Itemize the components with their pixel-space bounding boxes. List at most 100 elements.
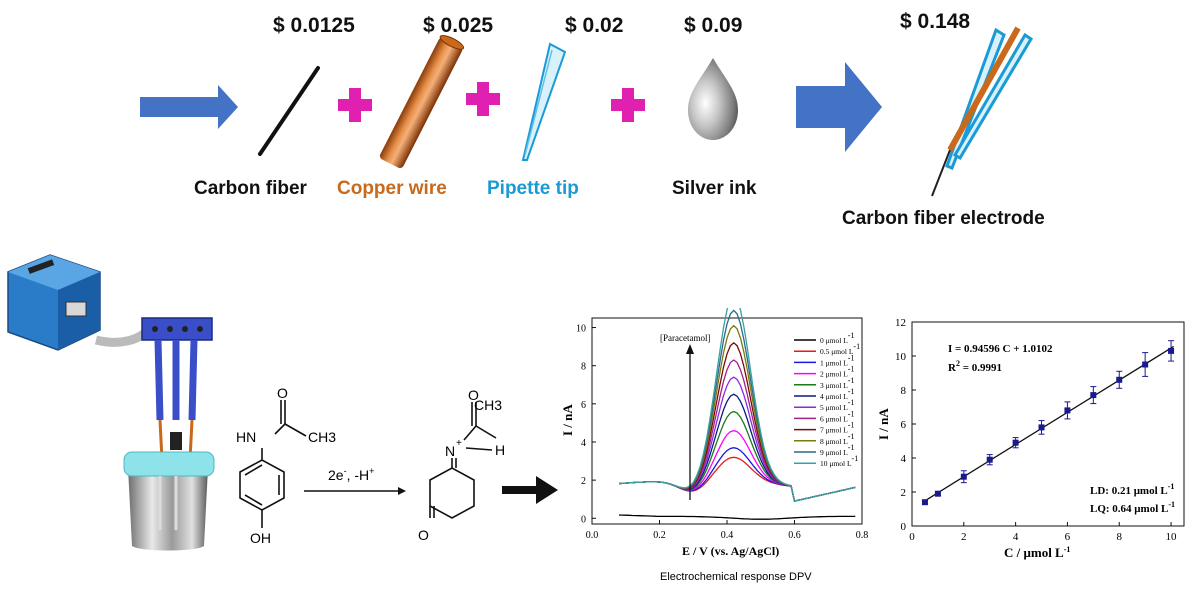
cal-data-point [1116,376,1123,383]
dpv-xtick-label: 0.8 [856,530,869,541]
cal-ytick-label: 12 [895,317,906,329]
cal-lq: LQ: 0.64 μmol L-1 [1090,500,1175,515]
plus-icon [611,88,645,122]
cal-ld: LD: 0.21 μmol L-1 [1090,482,1174,497]
product-ring-o: O [418,527,429,543]
carbon-fiber-electrode-icon [931,26,1034,197]
dpv-annotation: [Paracetamol] [660,333,710,343]
dpv-legend-label: 1 μmol L-1 [820,353,854,367]
dpv-caption: Electrochemical response DPV [660,571,812,583]
cal-ytick-label: 6 [901,419,907,431]
cal-data-point [934,490,941,497]
dpv-ytick-label: 4 [581,438,586,449]
dpv-legend-label: 3 μmol L-1 [820,376,854,390]
copper-wire-icon [379,35,465,169]
product-ch3-label: CH3 [474,397,502,413]
cal-xtick-label: 4 [1013,531,1019,543]
dpv-legend-label: 0 μmol L-1 [820,331,854,345]
cal-xlabel: C / μmol L-1 [1004,545,1070,560]
cal-xtick-label: 0 [909,531,915,543]
label-pipette-tip: Pipette tip [487,178,579,199]
dpv-ytick-label: 10 [576,324,586,335]
dpv-xtick-label: 0.0 [586,530,599,541]
label-copper-wire: Copper wire [337,178,447,199]
cal-data-point [921,499,928,506]
carbon-fiber-icon [258,66,320,156]
dpv-ytick-label: 8 [581,362,586,373]
dpv-ytick-label: 6 [581,400,586,411]
product-h-label: H [495,442,505,458]
price-silver-ink: $ 0.09 [684,14,743,37]
price-electrode: $ 0.148 [900,10,971,33]
electrochemical-cell-icon [123,451,215,551]
silver-ink-drop-icon [688,58,738,140]
dpv-series-line [618,514,856,520]
product-charge: + [456,438,462,449]
price-carbon-fiber: $ 0.0125 [273,14,355,37]
dpv-legend-label: 7 μmol L-1 [820,421,854,435]
cal-equation: I = 0.94596 C + 1.0102 [948,343,1053,355]
reactant-carbonyl-o: O [277,385,288,401]
potentiostat-icon [7,254,101,351]
dpv-xtick-label: 0.2 [653,530,666,541]
reactant-oh-label: OH [250,530,271,546]
dpv-legend-label: 9 μmol L-1 [820,443,854,457]
dpv-xtick-label: 0.4 [721,530,734,541]
cal-xtick-label: 10 [1166,531,1178,543]
reactant-nh-label: HN [236,429,256,445]
cal-ytick-label: 8 [901,385,907,397]
label-electrode: Carbon fiber electrode [842,208,1045,229]
cal-xtick-label: 8 [1116,531,1122,543]
cal-data-point [1142,361,1149,368]
arrow-right-icon [796,62,882,152]
dpv-xtick-label: 0.6 [788,530,801,541]
cal-data-point [960,473,967,480]
dpv-xlabel: E / V (vs. Ag/AgCl) [682,544,779,558]
napqi-structure [429,402,497,519]
dpv-legend-label: 2 μmol L-1 [820,365,854,379]
arrow-right-icon [502,476,558,504]
cal-xtick-label: 2 [961,531,967,543]
calibration-chart: 0 2 4 6 8 10 12 0 2 4 6 8 10 I = 0.94596 C + 1.0102… [876,317,1185,560]
cal-data-point [986,456,993,463]
electrode-cables [154,339,198,421]
dpv-series-line [618,308,856,502]
reactant-ch3-label: CH3 [308,429,336,445]
product-n-label: N [445,443,455,459]
dpv-chart: 0 2 4 6 8 10 0.0 0.2 0.4 0.6 0.8 0 μmol L-10.5 μm… [562,308,869,583]
dpv-legend-label: 0.5 μmol L-1 [820,342,860,356]
cal-data-point [1012,439,1019,446]
dpv-legend-label: 5 μmol L-1 [820,398,854,412]
price-copper-wire: $ 0.025 [423,14,494,37]
dpv-legend-label: 10 μmol L-1 [820,454,858,468]
cal-r2: R2 = 0.9991 [948,359,1002,374]
pipette-tip-icon [521,42,567,161]
setup-and-reaction: HN O CH3 OH 2e-, -H+ N + H O CH3 O [7,254,558,551]
dpv-ytick-label: 0 [581,514,586,525]
cal-data-point [1064,407,1071,414]
materials-illustrations [140,26,1034,197]
dpv-legend-label: 4 μmol L-1 [820,387,854,401]
cal-data-point [1038,424,1045,431]
dpv-legend-label: 8 μmol L-1 [820,432,854,446]
cal-ytick-label: 4 [901,453,907,465]
dpv-legend-label: 6 μmol L-1 [820,409,854,423]
plus-icon [338,88,372,122]
dpv-ytick-label: 2 [581,476,586,487]
plus-icon [466,82,500,116]
product-carbonyl-o: O [468,387,479,403]
cal-data-point [1168,347,1175,354]
label-silver-ink: Silver ink [672,178,757,199]
price-pipette-tip: $ 0.02 [565,14,624,37]
cal-data-point [1090,392,1097,399]
cal-ytick-label: 2 [901,487,907,499]
dpv-ylabel: I / nA [562,404,575,436]
cal-ylabel: I / nA [876,408,891,440]
reaction-conditions: 2e-, -H+ [328,466,374,483]
cal-ytick-label: 0 [901,521,907,533]
paracetamol-structure [239,400,307,528]
cal-ytick-label: 10 [895,351,907,363]
cal-xtick-label: 6 [1065,531,1071,543]
arrow-right-icon [140,85,238,129]
label-carbon-fiber: Carbon fiber [194,178,307,199]
